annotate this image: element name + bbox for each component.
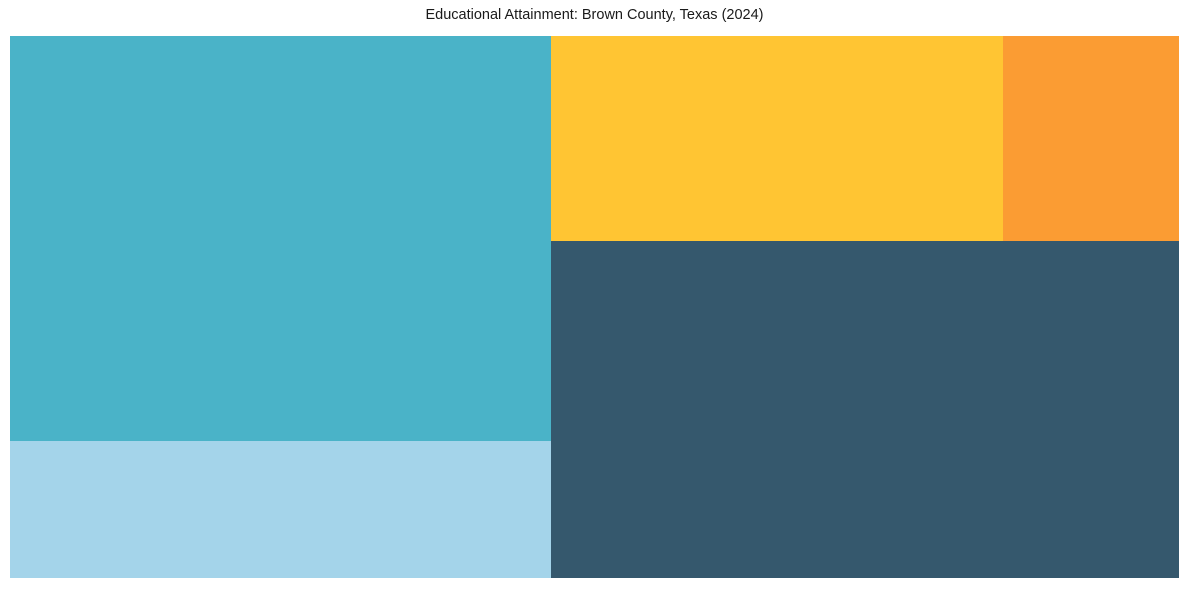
chart-title: Educational Attainment: Brown County, Te… bbox=[425, 7, 764, 23]
treemap-plot-area: High school graduate (includes equivalen… bbox=[10, 36, 1179, 578]
treemap-tile[interactable]: High school graduate (includes equivalen… bbox=[10, 36, 551, 441]
treemap-tile[interactable]: Some college, no degree bbox=[551, 240, 1179, 578]
treemap-tile[interactable]: Graduate or professional degree bbox=[1002, 36, 1179, 241]
treemap-tile[interactable]: Associate's degree bbox=[551, 36, 1004, 241]
treemap-tile[interactable]: Bachelor's degree bbox=[10, 440, 551, 578]
